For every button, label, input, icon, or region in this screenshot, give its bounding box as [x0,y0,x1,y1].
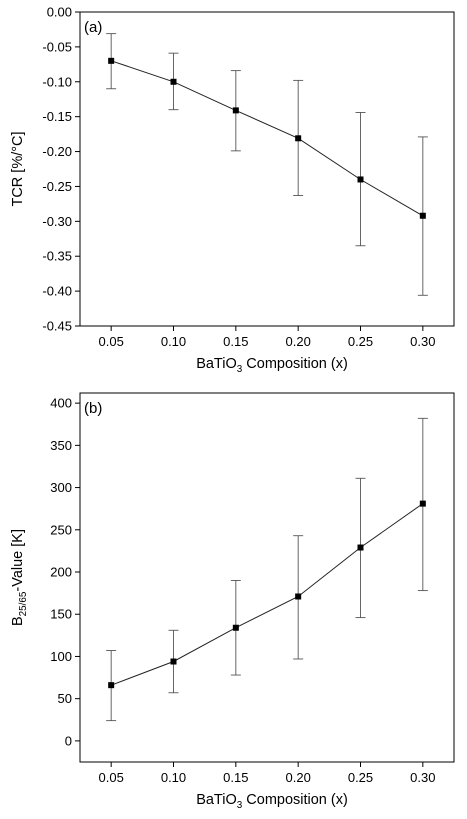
data-point [357,544,364,551]
panel-a-group: 0.05 0.10 0.15 0.20 0.25 0.30 0.00 -0.05 -0.10 -0… [10,5,455,375]
data-point [357,176,364,183]
plot-frame [79,392,455,763]
data-point [295,135,302,142]
series-line [111,60,424,217]
data-point [232,107,239,114]
x-tick-label: 0.25 [348,770,373,785]
y-tick-label: 250 [50,522,72,537]
x-tick-label: 0.20 [286,334,311,349]
x-tick-label: 0.10 [161,770,186,785]
x-tick-label: 0.05 [99,334,124,349]
panel-label: (a) [84,19,102,36]
x-tick-label: 0.10 [161,334,186,349]
x-axis-label: BaTiO3 Composition (x) [196,792,348,811]
y-tick-label: 150 [50,607,72,622]
x-tick-label: 0.30 [410,770,435,785]
data-point [170,658,177,665]
panel-b-group: 0.05 0.10 0.15 0.20 0.25 0.30 0 50 100 150 200 250 3… [10,392,455,811]
series-line [111,503,424,686]
y-tick-label: 0.00 [47,5,72,20]
data-point [170,78,177,85]
y-axis-label: TCR [%/°C] [10,131,26,206]
y-tick-label: 0 [65,733,72,748]
panel-label: (b) [84,400,102,417]
data-point [419,212,426,219]
y-tick-label: -0.10 [42,74,72,89]
y-tick-label: -0.05 [42,39,72,54]
y-axis-label: B25/65-Value [K] [10,529,29,626]
x-axis-label: BaTiO3 Composition (x) [196,356,348,375]
x-tick-label: 0.25 [348,334,373,349]
y-tick-label: -0.45 [42,319,72,334]
x-tick-label: 0.15 [223,334,248,349]
x-tick-label: 0.30 [410,334,435,349]
y-tick-label: 100 [50,649,72,664]
y-tick-label: 300 [50,480,72,495]
y-tick-label: -0.30 [42,214,72,229]
y-tick-label: -0.20 [42,144,72,159]
data-point [295,593,302,600]
data-point [108,57,115,64]
y-tick-label: 350 [50,438,72,453]
y-tick-label: 400 [50,396,72,411]
y-tick-label: -0.25 [42,179,72,194]
x-tick-label: 0.05 [99,770,124,785]
y-tick-label: 200 [50,565,72,580]
y-tick-label: -0.15 [42,109,72,124]
data-point [232,624,239,631]
data-point [419,500,426,507]
y-tick-label: -0.35 [42,249,72,264]
data-point [108,682,115,689]
plot-frame [79,11,455,327]
x-tick-label: 0.20 [286,770,311,785]
y-tick-label: 50 [58,691,72,706]
y-tick-label: -0.40 [42,284,72,299]
x-tick-label: 0.15 [223,770,248,785]
